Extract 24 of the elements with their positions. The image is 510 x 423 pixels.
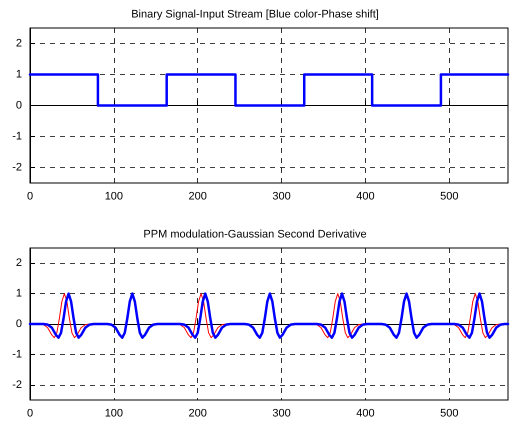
- chart-title: Binary Signal-Input Stream [Blue color-Phase shift]: [131, 8, 379, 20]
- y-tick-label: 0: [16, 318, 22, 330]
- x-tick-label: 200: [188, 408, 207, 420]
- y-tick-label: 1: [16, 288, 22, 300]
- y-tick-label: -2: [12, 378, 22, 391]
- y-tick-label: 1: [16, 68, 22, 80]
- x-tick-label: 0: [26, 408, 34, 420]
- chart-title: PPM modulation-Gaussian Second Derivative: [143, 228, 367, 240]
- x-tick-label: 500: [440, 408, 458, 420]
- x-tick-label: 100: [104, 408, 124, 420]
- y-tick-label: 2: [16, 38, 22, 50]
- x-tick-label: 300: [272, 408, 291, 420]
- y-tick-label: 2: [16, 257, 22, 270]
- x-tick-label: 500: [440, 190, 458, 202]
- x-tick-label: 200: [188, 190, 207, 202]
- x-tick-label: 100: [104, 190, 124, 202]
- y-tick-label: -2: [12, 162, 22, 174]
- x-tick-label: 400: [356, 408, 375, 420]
- y-tick-label: 0: [16, 100, 22, 112]
- x-tick-label: 0: [26, 190, 34, 202]
- x-tick-label: 300: [272, 190, 291, 202]
- x-tick-label: 400: [356, 190, 375, 202]
- y-tick-label: -1: [12, 130, 22, 142]
- y-tick-label: -1: [12, 348, 22, 360]
